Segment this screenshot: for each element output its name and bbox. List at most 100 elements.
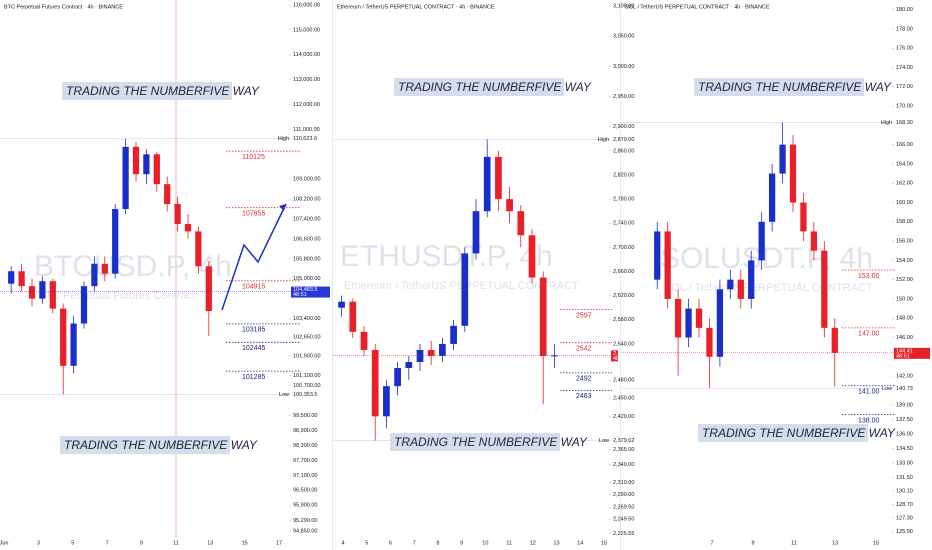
banner-bg [394, 78, 564, 96]
candle-body [39, 281, 46, 299]
y-tick-label: 2,860.00 [613, 148, 634, 154]
candle-body [495, 156, 502, 200]
panel-header: Ethereum / TetherUS PERPETUAL CONTRACT ·… [337, 4, 495, 10]
y-tick-label: 2,365.00 [613, 447, 634, 453]
banner-bg [694, 78, 864, 96]
candle-body [60, 308, 67, 366]
candle-body [122, 146, 129, 210]
level-label: 141.00 [858, 389, 880, 396]
y-tick-label: 2,900.00 [613, 124, 634, 130]
y-tick-label: 180.00 [896, 7, 913, 13]
banner-text: TRADING THE NUMBERFIVE WAY [702, 426, 896, 440]
y-tick-label: 108,200.00 [293, 197, 321, 203]
candle-body [360, 331, 368, 350]
date-label: 11 [173, 540, 179, 546]
y-tick-label: 2,420.00 [613, 414, 634, 420]
candle-body [70, 323, 77, 366]
y-tick-label: 2,950.00 [613, 94, 634, 100]
y-tick-label: 136.00 [896, 431, 913, 437]
candle-body [450, 325, 457, 344]
y-tick-label: 107,400.00 [293, 216, 321, 222]
y-tick-label: 105,000.00 [293, 276, 321, 282]
y-tick-label: 95,290.00 [293, 518, 317, 524]
y-tick-label: 2,310.00 [613, 480, 634, 486]
y-tick-label: 2,740.00 [613, 221, 634, 227]
date-label: 6 [389, 540, 392, 546]
candle-body [517, 211, 525, 236]
candle-body [539, 277, 547, 356]
price-tag-timer: 48:51 [613, 356, 627, 362]
y-tick-label: 174.00 [896, 65, 913, 71]
low-label: 2,379.62 [613, 438, 634, 444]
y-tick-label: 2,340.00 [613, 462, 634, 468]
y-tick-label: 127.30 [896, 515, 913, 521]
banner-text: TRADING THE NUMBERFIVE WAY [394, 435, 588, 449]
y-tick-label: 2,269.50 [613, 505, 634, 511]
y-tick-label: 102,650.00 [293, 335, 321, 341]
low-tag: Low [599, 438, 609, 444]
candle-body [789, 144, 797, 203]
y-tick-label: 170.00 [896, 104, 913, 110]
candle-body [184, 223, 192, 232]
candle-body [461, 253, 469, 326]
candle-body [112, 209, 119, 274]
y-tick-label: 125.90 [896, 529, 913, 535]
price-tag-label: 144.41 [896, 348, 913, 354]
y-tick-label: 106,600.00 [293, 236, 321, 242]
y-tick-label: 2,660.00 [613, 269, 634, 275]
axis-bg [610, 0, 620, 550]
y-tick-label: 100,700.00 [293, 383, 321, 389]
date-label: 5 [71, 540, 74, 546]
low-label: 100,353.5 [293, 392, 317, 398]
date-label: 3 [37, 540, 40, 546]
y-tick-label: 172.00 [896, 84, 913, 90]
candle-body [758, 221, 765, 261]
arrow-head [279, 204, 286, 211]
date-label: 7 [413, 540, 416, 546]
y-tick-label: 162.00 [896, 181, 913, 187]
candle-body [195, 231, 202, 267]
candle-body [349, 301, 357, 332]
y-tick-label: 176.00 [896, 46, 913, 52]
candle-body [716, 289, 724, 357]
y-tick-label: 152.00 [896, 277, 913, 283]
date-label: 5 [365, 540, 368, 546]
y-tick-label: 3,000.00 [613, 64, 634, 70]
y-tick-label: 160.00 [896, 200, 913, 206]
candle-body [18, 271, 25, 287]
y-tick-label: 166.00 [896, 142, 913, 148]
y-tick-label: 156.00 [896, 239, 913, 245]
date-label: 15 [242, 540, 248, 546]
date-label: 14 [577, 540, 583, 546]
y-tick-label: 2,620.00 [613, 293, 634, 299]
watermark-sub: BTC Perpetual Futures Contract [38, 290, 195, 302]
candle-body [405, 362, 413, 369]
date-label: 8 [436, 540, 439, 546]
candle-body [371, 349, 379, 417]
candle-body [205, 266, 212, 312]
y-tick-label: 98,900.00 [293, 428, 317, 434]
date-label: Jun [0, 540, 8, 546]
y-tick-label: 105,800.00 [293, 256, 321, 262]
candle-body [831, 327, 838, 353]
date-label: 9 [460, 540, 463, 546]
candle-body [394, 368, 401, 387]
candle-body [49, 281, 56, 309]
banner-bg [390, 433, 560, 451]
candle-body [779, 144, 786, 174]
date-label: 7 [106, 540, 109, 546]
candle-body [821, 250, 828, 328]
y-tick-label: 158.00 [896, 219, 913, 225]
level-label: 153.00 [858, 273, 880, 280]
high-label: 2,879.00 [613, 137, 634, 143]
y-tick-label: 2,780.00 [613, 197, 634, 203]
watermark-sub: SOL / TetherUS PERPETUAL CONTRACT [664, 282, 873, 294]
candle-body [664, 231, 671, 299]
y-tick-label: 101,900.00 [293, 353, 321, 359]
level-label: 138.00 [858, 417, 880, 424]
candle-body [695, 308, 703, 328]
banner-bg [62, 82, 232, 100]
y-tick-label: 2,290.00 [613, 492, 634, 498]
date-label: 10 [482, 540, 488, 546]
candle-body [174, 204, 181, 224]
